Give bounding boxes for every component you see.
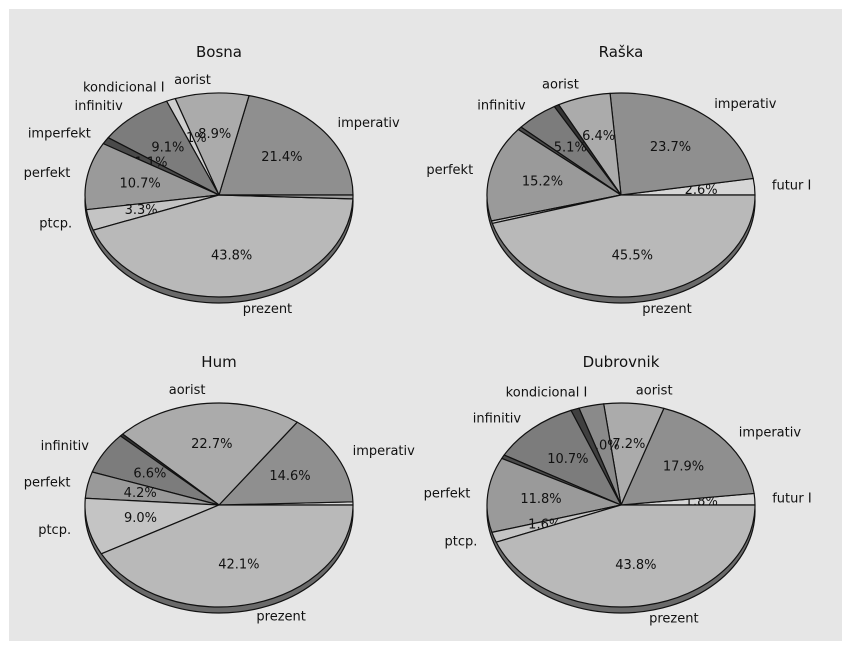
pie-title: Dubrovnik (583, 353, 660, 371)
pct-label-perfekt: 15.2% (522, 175, 563, 190)
slice-label-infinitiv: infinitiv (477, 99, 526, 114)
pie-slice-perfekt (84, 143, 220, 211)
pie-charts-svg: Bosna21.4%imperativ8.9%aorist1.1%kondici… (24, 43, 812, 626)
slice-label-futur-i: futur I (772, 491, 811, 506)
pie-title: Hum (201, 353, 236, 371)
pie-slice-imperativ (218, 95, 354, 196)
pie-slice-imperativ (218, 421, 354, 506)
pct-label-imperativ: 17.9% (663, 460, 704, 475)
slice-label-imperativ: imperativ (714, 97, 777, 112)
pie-slice-aorist (122, 402, 298, 506)
slice-label-perfekt: perfekt (426, 163, 473, 178)
pie-slice-perfekt (486, 457, 622, 533)
chart-figure: Bosna 21.4% imperativ 8.9% aorist 1.1% kondici… (9, 9, 842, 641)
pct-label-infinitiv: 6.6% (133, 467, 166, 482)
pct-label-infinitiv: 10.7% (547, 452, 588, 467)
pie-slice-prezent (100, 504, 354, 608)
slice-label-futur-i: futur I (772, 179, 811, 194)
pct-label-imperativ: 21.4% (261, 150, 302, 165)
pct-label-prezent: 43.8% (211, 248, 252, 263)
slice-label-prezent: prezent (649, 611, 698, 626)
slice-label-infinitiv: infinitiv (75, 99, 124, 114)
slice-label-prezent: prezent (642, 302, 691, 317)
pie-slice-prezent (491, 194, 756, 298)
slice-label-imperativ: imperativ (739, 426, 802, 441)
pct-label-prezent: 43.8% (615, 558, 656, 573)
slice-label-kondicional-i: kondicional I (83, 80, 165, 95)
slice-label-perfekt: perfekt (24, 475, 71, 490)
pie-slice-perfekt (486, 128, 622, 222)
slice-label-perfekt: perfekt (24, 166, 71, 181)
pie-slice-imperativ (609, 92, 754, 196)
pct-label-aorist: 22.7% (191, 437, 232, 452)
slice-label-aorist: aorist (636, 383, 673, 398)
slice-label-aorist: aorist (169, 383, 206, 398)
slice-label-imperativ: imperativ (353, 444, 416, 459)
slice-label-perfekt: perfekt (424, 486, 471, 501)
pct-label-futur-i: 2.6% (685, 183, 718, 198)
pie-slice-infinitiv (503, 409, 622, 506)
slice-label-ptcp: ptcp. (445, 535, 478, 550)
pct-label-aorist: 6.4% (582, 129, 615, 144)
slice-label-ptcp: ptcp. (38, 523, 71, 538)
pct-label-prezent: 42.1% (218, 557, 259, 572)
slice-label-infinitiv: infinitiv (41, 439, 90, 454)
pie-title: Raška (599, 43, 644, 61)
slice-label-prezent: prezent (243, 302, 292, 317)
slice-label-prezent: prezent (256, 610, 305, 625)
pct-label-prezent: 45.5% (612, 249, 653, 264)
pct-label-perfekt: 10.7% (119, 176, 160, 191)
pct-label-infinitiv: 5.1% (554, 141, 587, 156)
pct-label-perfekt: 4.2% (124, 486, 157, 501)
pie-slice-unlabeled-8 (218, 194, 354, 200)
pct-label-ptcp: 9.0% (124, 511, 157, 526)
pie-slice-imperativ (620, 407, 755, 506)
pie-chart-hum: Hum 14.6% imperativ 22.7% aorist 6.6% infiniti… (24, 353, 415, 625)
pie-title: Bosna (196, 43, 242, 61)
slice-label-imperfekt: imperfekt (28, 127, 91, 142)
slice-label-ptcp: ptcp. (39, 216, 72, 231)
slice-label-aorist: aorist (542, 77, 579, 92)
pct-label-perfekt: 11.8% (520, 492, 561, 507)
pct-label-aorist: 8.9% (198, 127, 231, 142)
pie-slice-prezent (92, 194, 354, 298)
pie-chart-ra-ka: Raška 2.6% futur I 23.7% imperativ 6.4% aorist… (426, 43, 811, 317)
pie-chart-bosna: Bosna21.4%imperativ8.9%aorist1.1%kondici… (24, 43, 400, 317)
pie-slice-prezent (495, 504, 756, 608)
pct-label-infinitiv: 9.1% (151, 141, 184, 156)
pct-label-aorist: 7.2% (612, 437, 645, 452)
slice-label-imperativ: imperativ (338, 116, 401, 131)
pct-label-imperativ: 14.6% (269, 469, 310, 484)
slice-label-infinitiv: infinitiv (473, 411, 522, 426)
slice-label-aorist: aorist (174, 73, 211, 88)
slice-label-kondicional-i: kondicional I (506, 386, 588, 401)
pct-label-imperativ: 23.7% (650, 140, 691, 155)
